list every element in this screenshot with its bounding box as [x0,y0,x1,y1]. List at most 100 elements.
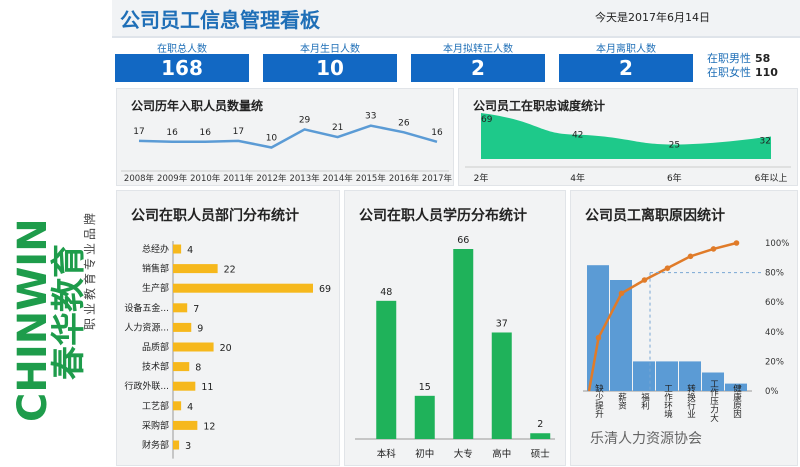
bar [173,342,214,352]
x-tick-label: 6年 [667,172,682,184]
education-chart: 48 本科 15 初中 66 大专 37 高中 2 硕士 [355,235,555,460]
x-tick-label: 福利 [640,392,650,410]
x-tick-label: 2013年 [289,173,320,184]
loyalty-chart: 69 42 25 32 2年 4年 6年 6年以上 [465,112,791,184]
bar [679,361,701,391]
series-line [138,124,438,149]
y-tick-label: 销售部 [142,263,169,275]
bar [173,303,188,313]
x-tick-label: 薪资 [617,392,627,411]
data-label: 25 [669,141,680,151]
y2-tick-label: 60% [765,298,784,308]
bar [453,249,474,439]
bar [173,362,190,372]
bar [173,401,182,411]
x-tick-label: 2014年 [323,173,354,184]
x-tick-label: 2017年 [422,173,453,184]
data-label: 22 [224,265,236,276]
data-label: 7 [193,304,199,315]
male-value: 58 [755,52,771,65]
bar [173,244,182,254]
bar [173,381,196,391]
cumulative-point [733,240,740,246]
chart-title: 公司在职人员学历分布统计 [359,208,527,224]
y-tick-label: 人力资源... [124,321,169,333]
data-label: 16 [199,128,211,138]
y-tick-label: 行政外联... [124,380,169,392]
kpi-regularization: 本月拟转正人数 2 [411,40,545,84]
kpi-total-staff: 在职总人数 168 [115,40,249,84]
bar [633,361,655,391]
watermark: 乐清人力资源协会 [590,431,702,447]
data-label: 16 [166,128,178,138]
kpi-value: 10 [263,54,397,82]
y-tick-label: 品质部 [142,341,169,353]
data-label: 21 [332,123,343,133]
x-tick-label: 初中 [415,448,434,460]
bar [173,283,313,293]
data-label: 16 [431,128,443,138]
kpi-label: 本月生日人数 [300,44,360,55]
kpi-value: 2 [411,54,545,82]
male-label: 在职男性 [707,52,751,65]
page-title: 公司员工信息管理看板 [120,8,320,32]
y2-tick-label: 0% [765,387,779,397]
y-tick-label: 工艺部 [142,400,169,412]
x-tick-label: 2008年 [124,173,155,184]
bar [702,372,724,391]
dept-chart: 总经办 4 销售部 22 生产部 69 设备五金... 7 人力资源... 9 品质部 20 技术部 8 行… [124,241,331,459]
x-tick-label: 工作环境 [663,384,673,419]
data-label: 9 [197,323,203,334]
x-tick-label: 缺少提升 [594,383,604,419]
bar [173,322,192,332]
x-tick-label: 健康原因 [732,383,742,419]
data-label: 3 [185,441,191,452]
kpi-resignations: 本月离职人数 2 [559,40,693,84]
chart-title: 公司员工离职原因统计 [585,208,725,224]
cumulative-line [587,241,737,392]
data-label: 15 [419,382,431,393]
brand-sidebar: CHINWIN 春华教育 职业教育专业品牌 [0,0,110,467]
loyalty-area [481,112,771,159]
x-tick-label: 高中 [492,448,511,460]
dept-card: 公司在职人员部门分布统计 总经办 4 销售部 22 生产部 69 设备五金... 7 人力资源.… [116,190,340,466]
data-label: 66 [457,235,469,246]
x-tick-label: 4年 [570,172,585,184]
chart-title: 公司在职人员部门分布统计 [131,208,299,224]
data-label: 33 [365,112,376,122]
bar [587,265,609,391]
cumulative-point [618,290,625,297]
data-label: 12 [203,421,215,432]
x-tick-label: 转换行业 [686,383,696,418]
y2-tick-label: 40% [765,328,784,338]
bar [610,280,632,391]
education-card: 公司在职人员学历分布统计 48 本科 15 初中 66 大专 37 高中 2 硕士 [344,190,566,466]
bar [725,383,747,391]
brand-name-en: CHINWIN [10,218,56,422]
hire-trend-chart: 17 16 16 17 10 29 21 33 26 16 2008年 2009年 2010年 2011年… [121,112,453,184]
x-tick-label: 2010年 [190,173,221,184]
data-label: 8 [195,363,201,374]
data-label: 17 [133,127,144,137]
data-label: 29 [299,115,311,125]
brand-name-cn: 春华教育 [49,244,89,380]
y2-tick-label: 20% [765,357,784,367]
data-label: 2 [537,419,543,430]
cumulative-point [664,265,671,271]
y2-tick-label: 80% [765,269,784,279]
y-tick-label: 设备五金... [124,302,169,314]
data-label: 17 [233,127,244,137]
data-label: 20 [220,343,232,354]
hire-trend-card: 公司历年入职人员数量统 17 16 16 17 10 29 21 33 26 16 2008年 200… [116,88,454,186]
data-label: 4 [187,402,193,413]
kpi-value: 2 [559,54,693,82]
cumulative-point [710,246,717,252]
x-tick-label: 2015年 [356,173,387,184]
x-tick-label: 大专 [454,448,473,460]
loyalty-card: 公司员工在职忠诚度统计 69 42 25 32 2年 4年 6年 6年以上 [458,88,798,186]
bar [173,440,180,450]
attrition-chart: 0% 20% 40% 60% 80% 100% 缺少提升 薪资 福利 工作环境 转换行业 工作压力大 健… [583,239,789,423]
bar [173,264,218,274]
kpi-row: 在职总人数 168 本月生日人数 10 本月拟转正人数 2 本月离职人数 2 在… [112,40,800,84]
x-tick-label: 硕士 [531,448,551,460]
